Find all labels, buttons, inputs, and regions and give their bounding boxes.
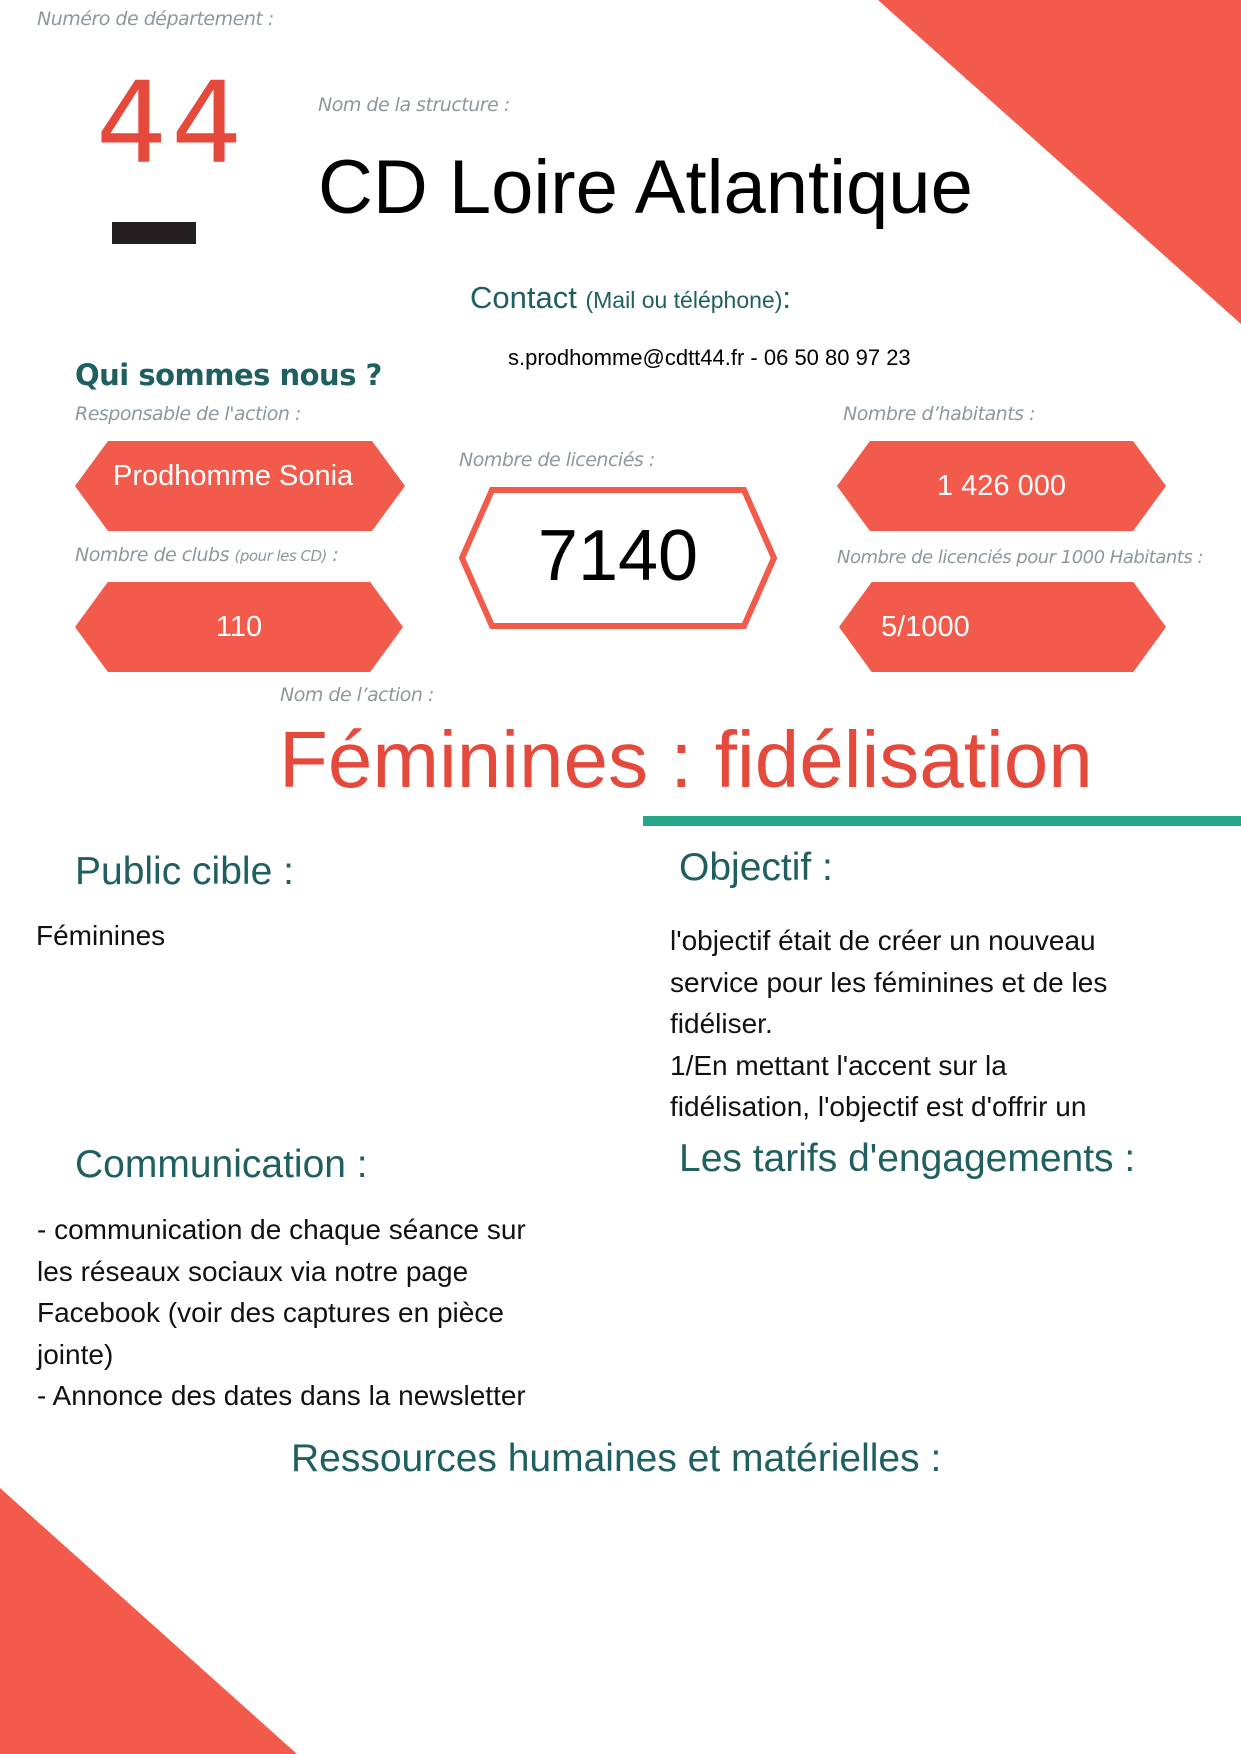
clubs-value: 110 bbox=[75, 582, 403, 672]
bottom-left-triangle bbox=[0, 1488, 297, 1754]
objectif-line: fidéliser. bbox=[670, 1008, 773, 1039]
habitants-text: 1 426 000 bbox=[936, 469, 1066, 502]
contact-label-note: (Mail ou téléphone) bbox=[585, 287, 783, 313]
objectif-line: service pour les féminines et de les bbox=[670, 966, 1108, 998]
objectif-text: l'objectif était de créer un nouveau ser… bbox=[670, 920, 1190, 1128]
about-heading: Qui sommes nous ? bbox=[75, 358, 382, 392]
licencies-label: Nombre de licenciés : bbox=[459, 449, 655, 471]
contact-label-text: Contact bbox=[470, 280, 577, 315]
objectif-heading: Objectif : bbox=[679, 846, 833, 889]
clubs-text: 110 bbox=[215, 610, 263, 643]
contact-label: Contact (Mail ou téléphone): bbox=[470, 280, 791, 316]
responsable-label: Responsable de l'action : bbox=[75, 403, 301, 425]
department-underline-bar bbox=[112, 222, 196, 244]
ressources-heading: Ressources humaines et matérielles : bbox=[291, 1437, 942, 1480]
contact-value: s.prodhomme@cdtt44.fr - 06 50 80 97 23 bbox=[508, 345, 911, 370]
ratio-text: 5/1000 bbox=[881, 610, 970, 643]
objectif-line: fidélisation, l'objectif est d'offrir un bbox=[670, 1091, 1087, 1122]
communication-line: - communication de chaque séance sur bbox=[37, 1214, 526, 1245]
title-rule bbox=[643, 816, 1241, 826]
ratio-label: Nombre de licenciés pour 1000 Habitants … bbox=[837, 547, 1204, 568]
top-right-triangle bbox=[878, 0, 1241, 324]
objectif-line: 1/En mettant l'accent sur la bbox=[670, 1049, 1007, 1081]
licencies-hexagon-outline bbox=[458, 487, 778, 629]
habitants-value: 1 426 000 bbox=[837, 441, 1166, 531]
responsable-text: Prodhomme Sonia bbox=[113, 459, 354, 492]
department-label: Numéro de département : bbox=[37, 8, 274, 30]
public-text: Féminines bbox=[36, 920, 166, 951]
communication-text: - communication de chaque séance sur les… bbox=[37, 1209, 617, 1417]
structure-name: CD Loire Atlantique bbox=[318, 145, 973, 230]
structure-label: Nom de la structure : bbox=[318, 94, 510, 116]
clubs-label-colon: : bbox=[326, 544, 339, 566]
clubs-label-text: Nombre de clubs bbox=[75, 544, 229, 566]
action-name: Féminines : fidélisation bbox=[279, 715, 1093, 804]
department-number: 44 bbox=[96, 59, 247, 189]
tarifs-heading: Les tarifs d'engagements : bbox=[679, 1137, 1136, 1180]
habitants-label: Nombre d’habitants : bbox=[843, 403, 1036, 425]
responsable-value: Prodhomme Sonia bbox=[75, 441, 405, 531]
objectif-line: l'objectif était de créer un nouveau bbox=[670, 925, 1096, 956]
clubs-label: Nombre de clubs (pour les CD) : bbox=[75, 544, 339, 566]
public-heading: Public cible : bbox=[75, 850, 294, 893]
communication-line: les réseaux sociaux via notre page bbox=[37, 1255, 469, 1287]
communication-heading: Communication : bbox=[75, 1143, 368, 1186]
action-label: Nom de l’action : bbox=[280, 684, 434, 706]
contact-label-colon: : bbox=[782, 280, 791, 315]
communication-line: - Annonce des dates dans la newsletter bbox=[37, 1380, 526, 1411]
ratio-value: 5/1000 bbox=[839, 582, 1166, 672]
communication-line: Facebook (voir des captures en pièce bbox=[37, 1297, 504, 1328]
licencies-value: 7140 bbox=[537, 516, 699, 596]
communication-line: jointe) bbox=[37, 1338, 114, 1370]
clubs-label-note: (pour les CD) bbox=[234, 547, 328, 565]
